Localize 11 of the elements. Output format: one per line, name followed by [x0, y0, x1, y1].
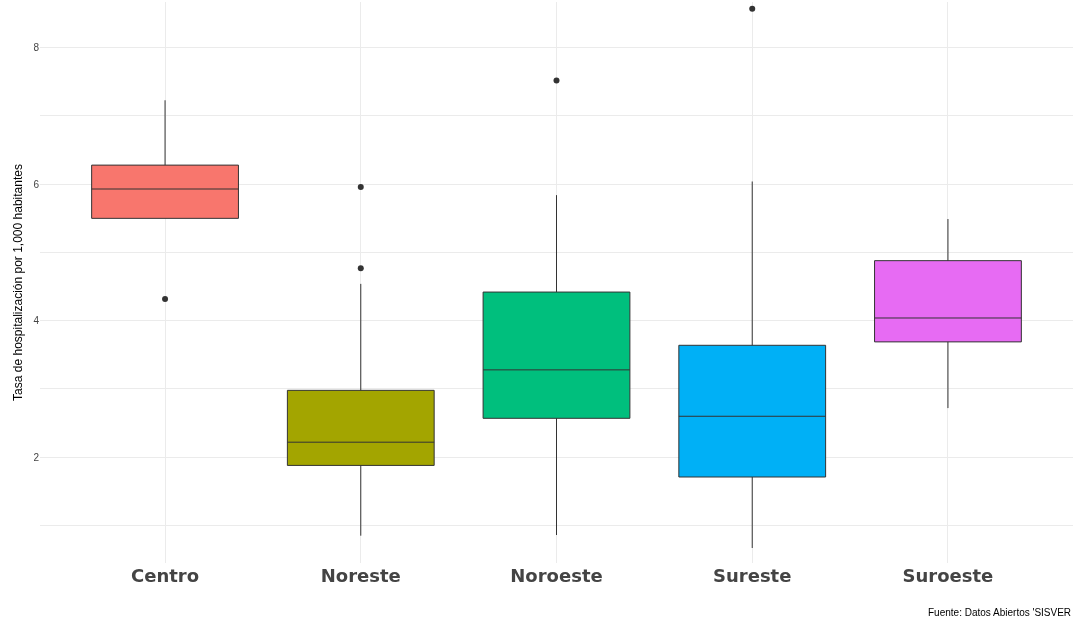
source-note: Fuente: Datos Abiertos 'SISVER — [928, 607, 1072, 618]
x-tick-label: Noreste — [320, 565, 401, 586]
x-tick-label: Sureste — [713, 565, 792, 586]
x-tick-label: Noroeste — [510, 565, 603, 586]
x-tick-label: Suroeste — [902, 565, 994, 586]
y-tick-label: 6 — [33, 178, 40, 190]
y-axis-title: Tasa de hospitalización por 1,000 habitantes — [10, 164, 25, 401]
x-tick-label: Centro — [131, 565, 200, 586]
y-tick-label: 8 — [33, 42, 40, 54]
y-tick-label: 4 — [33, 315, 40, 327]
y-tick-label: 2 — [33, 451, 40, 463]
